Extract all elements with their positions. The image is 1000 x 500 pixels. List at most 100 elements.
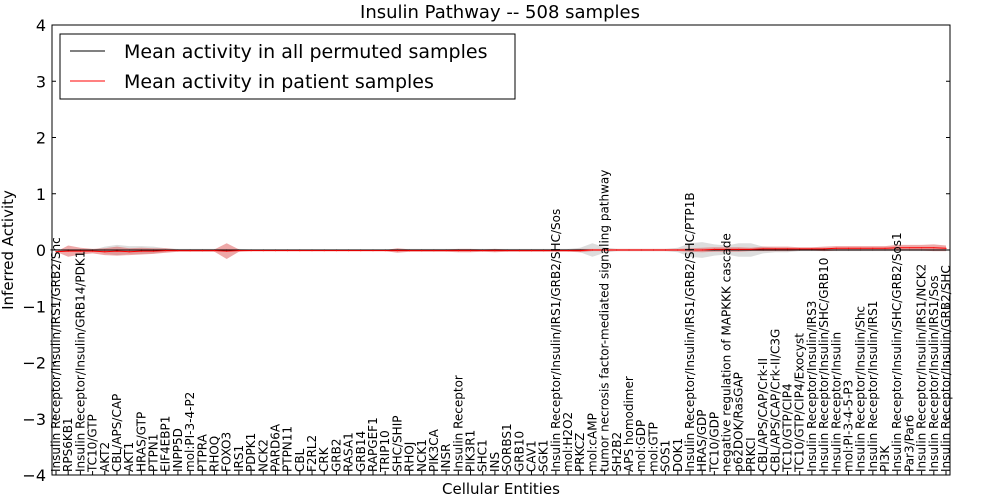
data-point-patient <box>543 250 545 252</box>
x-tick-label: p62DOK/RasGAP <box>732 372 746 472</box>
data-point-patient <box>165 250 167 252</box>
x-tick-label: mol:PI-3-4-P2 <box>183 392 197 472</box>
data-point-patient <box>652 249 655 251</box>
data-point-patient <box>79 250 81 252</box>
data-point-permuted <box>92 249 94 251</box>
data-point-patient <box>677 249 679 251</box>
x-tick-label: IRS1 <box>232 445 246 472</box>
data-point-patient <box>116 250 118 252</box>
data-point-permuted <box>823 249 825 251</box>
data-point-patient <box>226 250 228 252</box>
data-point-permuted <box>860 249 862 251</box>
data-point-permuted <box>786 249 789 251</box>
x-tick-label: SORBS1 <box>500 423 514 472</box>
data-point-permuted <box>128 249 130 251</box>
data-point-patient <box>323 250 325 252</box>
x-tick-label: PIK3CA <box>427 428 441 472</box>
data-point-patient <box>591 249 594 251</box>
legend-label-patient: Mean activity in patient samples <box>124 71 434 93</box>
x-tick-label: RHOJ <box>403 442 417 472</box>
data-point-patient <box>104 251 106 253</box>
data-point-patient <box>177 250 179 252</box>
data-point-patient <box>786 248 789 250</box>
x-tick-label: mol:GTP <box>646 422 660 472</box>
x-tick-label: PRKCI <box>744 437 758 472</box>
x-tick-label: Insulin Receptor/Insulin/IRS1/NCK2 <box>915 264 929 472</box>
x-tick-label: Insulin Receptor/Insulin/IRS1/GRB2/SHC/P… <box>683 192 697 472</box>
data-point-permuted <box>79 249 81 251</box>
data-point-patient <box>262 250 264 252</box>
x-tick-label: PI3K <box>878 445 892 472</box>
data-point-permuted <box>933 249 935 251</box>
x-tick-label: CBL/APS/CAP <box>110 394 124 472</box>
data-point-patient <box>140 250 142 252</box>
x-tick-label: SOS1 <box>659 440 673 472</box>
x-tick-label: AKT1 <box>122 442 136 472</box>
data-point-patient <box>189 250 191 252</box>
data-point-patient <box>274 250 277 252</box>
x-tick-label: TC10/GTP/CIP4 <box>781 383 795 473</box>
data-point-patient <box>567 250 569 252</box>
x-tick-label: GRB2 <box>329 438 343 472</box>
series-lines <box>55 247 947 253</box>
data-point-patient <box>384 250 386 252</box>
data-point-permuted <box>896 249 898 251</box>
x-tick-label: Insulin Receptor/Insulin/Shc <box>854 306 868 472</box>
chart-title: Insulin Pathway -- 508 samples <box>360 2 640 23</box>
x-tick-label: Insulin Receptor/Insulin/GRB14/PDK1 <box>73 251 87 472</box>
x-tick-label: mol:GDP <box>634 420 648 472</box>
x-tick-label: INSR <box>439 444 453 472</box>
data-point-patient <box>421 250 423 252</box>
x-tick-label: HRAS/GTP <box>134 412 148 472</box>
data-point-patient <box>713 248 716 250</box>
data-point-patient <box>518 250 520 252</box>
data-point-patient <box>372 250 374 252</box>
x-tick-label: CRK <box>317 446 331 472</box>
y-tick-label: 2 <box>36 129 46 148</box>
data-point-patient <box>835 247 837 249</box>
y-tick-label: −3 <box>22 410 46 429</box>
data-point-permuted <box>921 249 923 251</box>
x-tick-label: APS homodimer <box>622 376 636 472</box>
x-tick-label: SHC/SHIP <box>390 416 404 472</box>
data-point-patient <box>335 250 337 252</box>
data-point-patient <box>299 250 301 252</box>
data-point-patient <box>823 248 825 250</box>
legend-label-permuted: Mean activity in all permuted samples <box>124 41 487 63</box>
y-tick-label: −1 <box>22 297 46 316</box>
data-point-permuted <box>104 249 106 251</box>
data-point-permuted <box>835 249 837 251</box>
data-point-patient <box>884 247 886 249</box>
x-tick-label: RPS6KB1 <box>61 417 75 472</box>
data-point-patient <box>152 250 155 252</box>
y-tick-label: 0 <box>36 241 46 260</box>
x-tick-label: Insulin Receptor/Insulin/SHC/GRB10 <box>817 258 831 472</box>
band-patient <box>56 243 946 259</box>
data-point-patient <box>774 248 776 250</box>
x-tick-label: CAV1 <box>525 440 539 472</box>
data-point-permuted <box>908 249 911 251</box>
data-point-patient <box>628 249 630 251</box>
x-tick-label: PDPK1 <box>244 433 258 472</box>
data-point-patient <box>494 250 496 252</box>
x-tick-label: TC10/GTP <box>86 414 100 473</box>
x-tick-label: PTPRA <box>195 433 209 472</box>
data-point-patient <box>665 249 667 251</box>
x-tick-label: GRB14 <box>354 431 368 472</box>
x-tick-label: Insulin Receptor/Insulin/SHC/GRB2/Sos1 <box>890 232 904 472</box>
data-point-permuted <box>762 249 764 251</box>
data-point-patient <box>92 250 94 252</box>
x-tick-label: NCK2 <box>256 439 270 472</box>
y-tick-label: 1 <box>36 185 46 204</box>
x-tick-label: RASA1 <box>342 432 356 472</box>
data-point-patient <box>799 248 801 250</box>
data-point-permuted <box>872 249 874 251</box>
data-point-permuted <box>799 249 801 251</box>
x-tick-label: negative regulation of MAPKKK cascade <box>720 233 734 472</box>
x-tick-label: SH2B2 <box>610 432 624 472</box>
data-point-patient <box>811 248 813 250</box>
x-tick-label: PTPN1 <box>147 434 161 472</box>
data-point-patient <box>506 250 508 252</box>
x-tick-label: GRB10 <box>512 431 526 472</box>
